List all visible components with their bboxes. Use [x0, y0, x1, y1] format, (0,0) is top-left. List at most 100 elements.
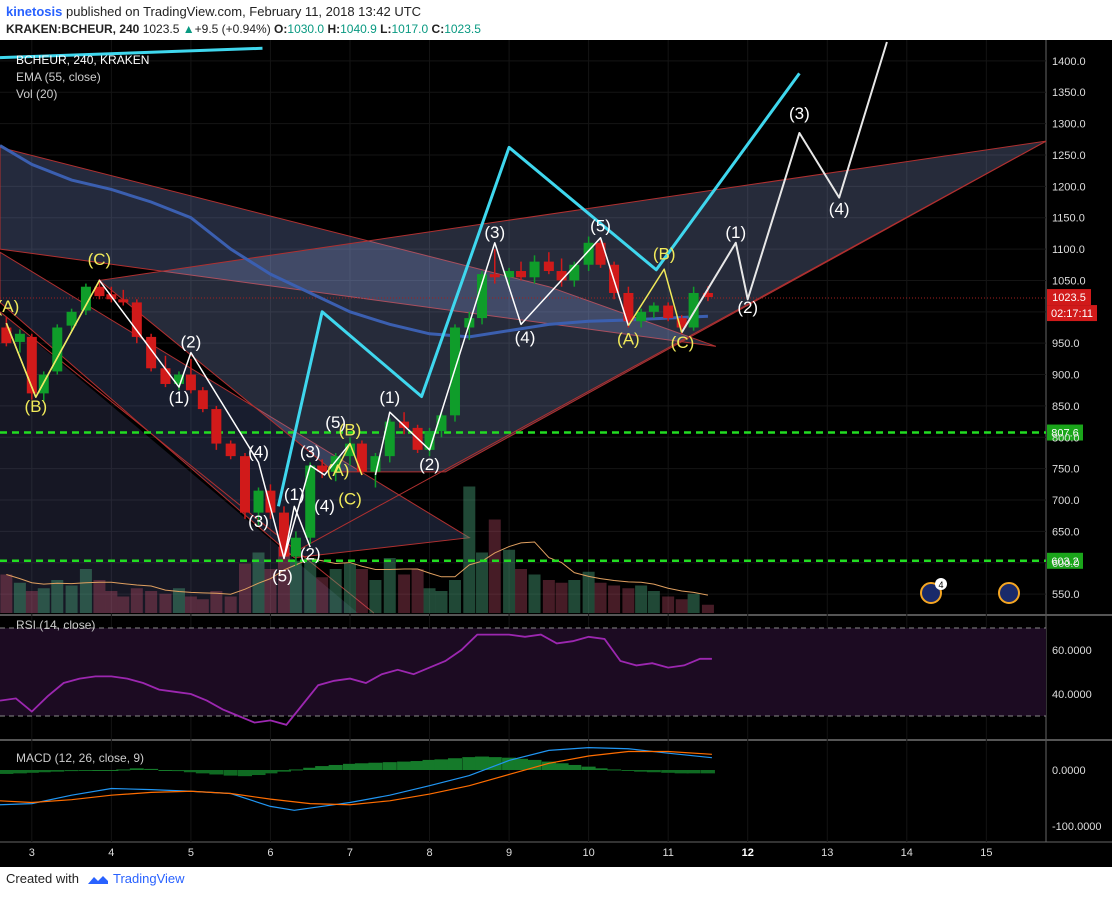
macd-histogram-bar — [593, 768, 608, 770]
volume-bar — [647, 591, 660, 613]
wave-label-white: (5) — [590, 216, 611, 235]
candle-body — [80, 286, 91, 311]
volume-bar — [398, 574, 411, 613]
volume-bar — [448, 580, 461, 613]
tradingview-link[interactable]: TradingView — [112, 871, 185, 886]
volume-bar — [79, 569, 92, 613]
volume-bar — [503, 549, 516, 613]
candle-body — [595, 242, 606, 265]
volume-bar — [515, 569, 528, 613]
wave-label-yellow: (B) — [339, 420, 362, 439]
volume-bar — [65, 585, 78, 613]
volume-bar — [435, 591, 448, 613]
macd-histogram-bar — [700, 770, 715, 774]
candle-body — [529, 261, 540, 278]
macd-legend[interactable]: MACD (12, 26, close, 9) — [16, 751, 144, 765]
volume-bar — [411, 569, 424, 613]
candle-body — [543, 261, 554, 272]
price-axis-labels: 550.0 600.0 650.0 700.0 750.0 800.0 850.0 900.0… — [1047, 56, 1097, 601]
rising-wedge — [98, 140, 1047, 473]
candle-body — [160, 368, 171, 384]
candle-body — [66, 311, 77, 326]
macd-histogram-bar — [368, 762, 383, 770]
support-price-label: 807.6 — [1051, 428, 1079, 440]
ema-legend[interactable]: EMA (55, close) — [16, 70, 101, 84]
wave-label-yellow: (A) — [617, 329, 640, 348]
candle-body — [424, 431, 435, 450]
candle-body — [489, 274, 500, 278]
ema-line — [0, 144, 709, 339]
time-tick-label: 5 — [188, 847, 194, 859]
white-wave-projection — [680, 41, 888, 334]
candle-body — [305, 465, 316, 538]
volume-bar — [93, 580, 106, 613]
candle-body — [290, 537, 301, 557]
macd-histogram-bar — [607, 769, 622, 771]
wave-label-white: (1) — [379, 388, 400, 407]
time-tick-label: 13 — [821, 847, 833, 859]
macd-histogram-bar — [50, 770, 65, 772]
macd-histogram-bar — [502, 757, 517, 770]
candle-body — [239, 456, 250, 513]
volume-bar — [105, 591, 118, 613]
last-price-tag — [1047, 289, 1091, 306]
event-badge[interactable]: 4 — [920, 578, 947, 604]
candle-body — [504, 271, 515, 278]
low-value: 1017.0 — [391, 22, 429, 36]
candle-body — [131, 302, 142, 337]
price-tick-label: 700.0 — [1052, 495, 1080, 507]
volume-bar — [383, 558, 396, 613]
chart-background — [0, 40, 1112, 867]
macd-histogram-bar — [251, 770, 266, 776]
price-tick-label: 550.0 — [1052, 589, 1080, 601]
price-tick-label: 1100.0 — [1052, 244, 1085, 256]
vol-legend[interactable]: Vol (20) — [16, 87, 57, 101]
price-axis — [1046, 40, 1112, 867]
yellow-abc-3 — [627, 268, 683, 333]
cyan-trend-line — [0, 46, 263, 60]
candle-body — [211, 409, 222, 444]
last-price: 1023.5 — [142, 22, 180, 36]
white-wave-2 — [283, 505, 311, 559]
candle-body — [384, 421, 395, 457]
white-wave-3 — [374, 237, 630, 476]
wave-label-white: (2) — [181, 333, 202, 352]
macd-histogram-bar — [475, 756, 490, 770]
volume-bar — [701, 604, 714, 613]
candle-body — [1, 327, 12, 344]
wave-label-white: (3) — [484, 223, 505, 242]
yellow-abc-2 — [335, 442, 363, 476]
candle-body — [185, 374, 196, 391]
publish-info: kinetosis published on TradingView.com, … — [6, 4, 421, 19]
macd-histogram-bar — [144, 768, 159, 770]
rsi-tick-label: 60.0000 — [1052, 645, 1092, 657]
price-tick-label: 1300.0 — [1052, 119, 1086, 131]
support-lines: 807.6 603.2 — [0, 424, 1083, 569]
rsi-legend[interactable]: RSI (14, close) — [16, 618, 95, 632]
candle-body — [265, 490, 276, 513]
author-name[interactable]: kinetosis — [6, 4, 63, 19]
candle-body — [436, 415, 447, 432]
candle-body — [278, 512, 289, 557]
candle-body — [14, 333, 25, 342]
volume-bar — [159, 593, 172, 613]
ohlc-bar: KRAKEN:BCHEUR, 240 1023.5 ▲+9.5 (+0.94%)… — [6, 22, 481, 36]
volume-bars — [0, 486, 714, 613]
macd-histogram-bar — [462, 757, 477, 770]
macd-histogram-bar — [158, 770, 173, 771]
globe-icon[interactable] — [920, 582, 942, 604]
macd-histogram-bar — [303, 767, 318, 770]
macd-histogram-bar — [554, 763, 569, 770]
symbol-label: KRAKEN:BCHEUR, 240 — [6, 22, 140, 36]
price-tick-label: 1200.0 — [1052, 181, 1086, 193]
globe-icon[interactable] — [998, 582, 1020, 604]
wave-label-yellow: (B) — [24, 397, 47, 416]
candle-body — [118, 299, 129, 303]
high-value: 1040.9 — [340, 22, 377, 36]
macd-histogram-bar — [514, 758, 529, 770]
wave-label-white: (1) — [284, 485, 305, 504]
price-tick-label: 800.0 — [1052, 432, 1080, 444]
chart-canvas[interactable]: 807.6 603.2 (A) (B) (C) (A) (B) (C) (A) (B) (C) (1… — [0, 40, 1112, 867]
published-text: published on TradingView.com, February 1… — [65, 4, 422, 19]
signal-line — [0, 750, 712, 806]
